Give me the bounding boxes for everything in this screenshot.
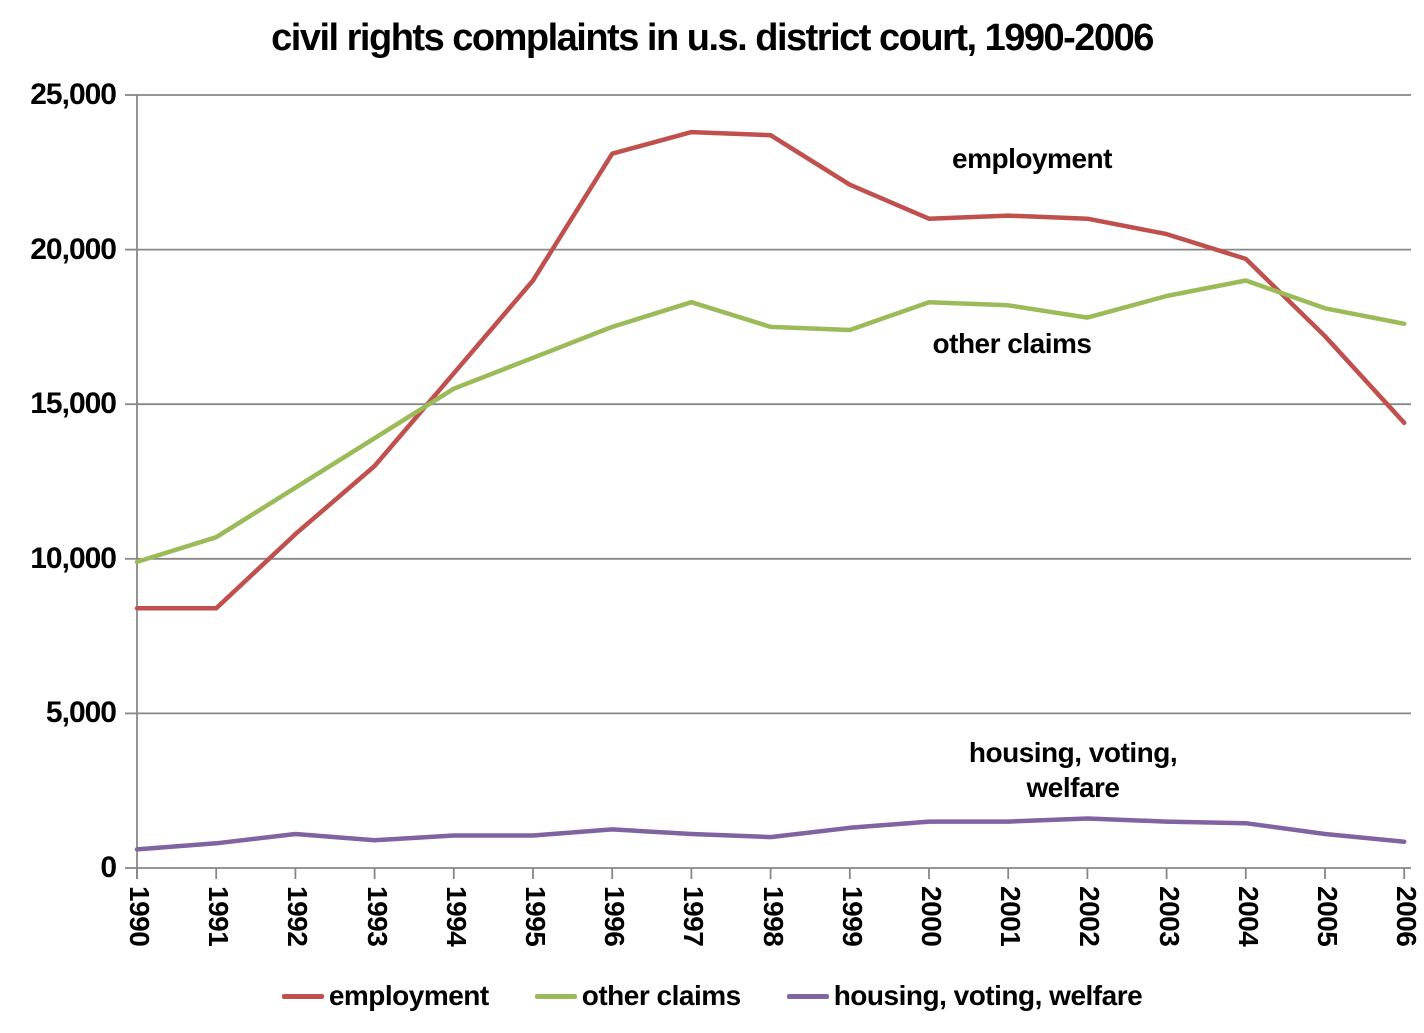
series-label-housing-voting-welfare: housing, voting, welfare — [968, 735, 1178, 805]
x-axis-label: 1995 — [520, 886, 551, 947]
x-axis-label: 2005 — [1312, 886, 1343, 947]
x-axis-label: 1998 — [757, 886, 789, 947]
series-line-employment — [134, 129, 1407, 611]
legend-label: housing, voting, welfare — [833, 980, 1143, 1011]
y-axis-label: 5,000 — [45, 696, 117, 730]
y-axis-label: 0 — [100, 851, 117, 884]
legend-item: employment — [281, 980, 489, 1012]
series-line-housing-voting-welfare — [134, 816, 1407, 852]
y-axis-label: 15,000 — [30, 387, 117, 421]
legend-item: housing, voting, welfare — [786, 980, 1143, 1012]
series-label-housing-line1: housing, voting, — [968, 737, 1178, 768]
series-label-housing-line2: welfare — [1026, 772, 1120, 803]
legend-item: other claims — [534, 980, 741, 1012]
legend-swatch — [534, 993, 577, 999]
x-axis-label: 2001 — [995, 886, 1027, 947]
chart-title: civil rights complaints in u.s. district… — [271, 17, 1154, 59]
x-axis-label: 1997 — [678, 886, 710, 947]
x-axis-label: 2004 — [1232, 886, 1264, 947]
series-label-employment: employment — [952, 143, 1112, 174]
series-label-other-claims: other claims — [932, 328, 1092, 359]
x-axis-label: 1994 — [440, 886, 472, 947]
x-axis-label: 1993 — [361, 886, 393, 947]
x-axis-label: 1999 — [836, 886, 868, 947]
legend-label: other claims — [581, 980, 741, 1011]
legend-label: employment — [328, 980, 489, 1011]
x-axis-label: 1992 — [282, 886, 314, 947]
legend-swatch — [281, 993, 324, 999]
legend-swatch — [786, 993, 829, 999]
x-axis-label: 1990 — [124, 886, 155, 947]
y-axis-label: 25,000 — [30, 78, 117, 111]
x-axis-label: 2002 — [1074, 886, 1106, 947]
x-axis-label: 1996 — [599, 886, 631, 947]
legend: employment other claims housing, voting, w… — [0, 980, 1424, 1012]
y-axis-label: 20,000 — [30, 232, 117, 266]
x-axis-label: 2003 — [1153, 886, 1185, 947]
x-axis-label: 2000 — [916, 886, 947, 947]
x-axis-label: 1991 — [203, 886, 235, 947]
series-line-other-claims — [134, 278, 1407, 565]
x-axis-label: 2006 — [1391, 886, 1423, 947]
y-axis-label: 10,000 — [30, 541, 117, 575]
